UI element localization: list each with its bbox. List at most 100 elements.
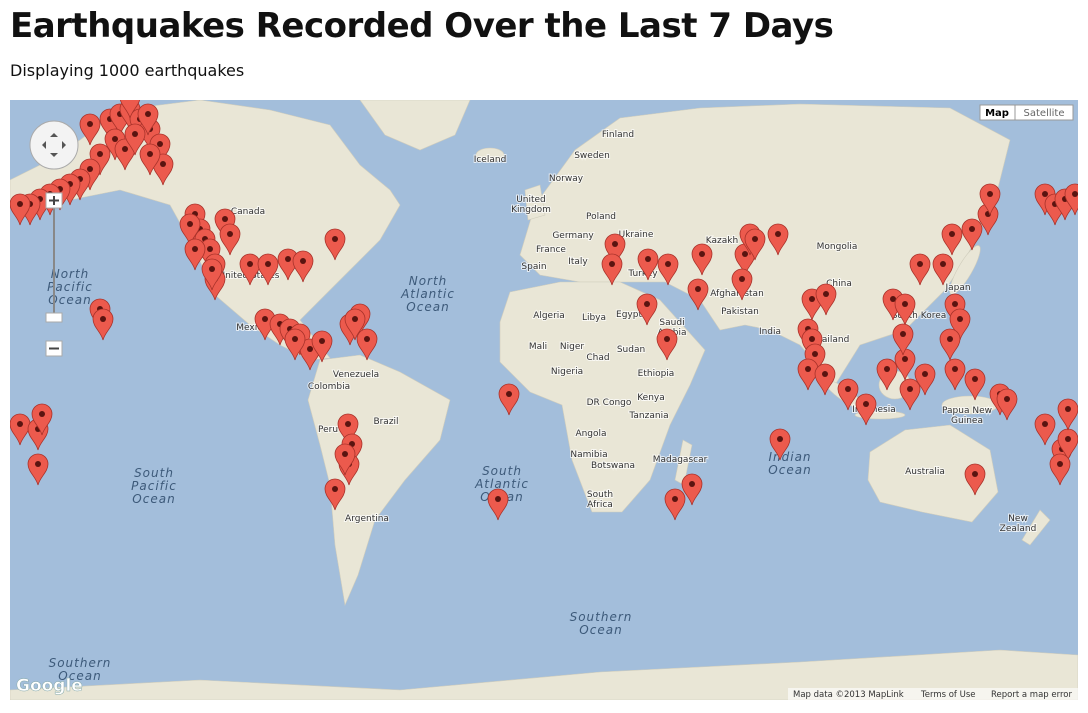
earthquake-marker[interactable] xyxy=(892,323,914,356)
earthquake-marker[interactable] xyxy=(152,153,174,186)
earthquake-marker[interactable] xyxy=(284,328,306,361)
place-label: Algeria xyxy=(533,311,565,321)
map-button-label[interactable]: Map xyxy=(985,108,1009,119)
earthquake-marker[interactable] xyxy=(636,293,658,326)
pan-control[interactable] xyxy=(29,120,79,170)
marker-pin xyxy=(10,193,31,226)
satellite-button[interactable] xyxy=(1014,104,1074,121)
earthquake-marker[interactable] xyxy=(344,308,366,341)
earthquake-marker[interactable] xyxy=(1057,398,1078,431)
marker-dot xyxy=(739,276,745,282)
earthquake-marker[interactable] xyxy=(767,223,789,256)
earthquake-marker[interactable] xyxy=(941,223,963,256)
marker-dot xyxy=(319,338,325,344)
earthquake-marker[interactable] xyxy=(114,138,136,171)
earthquake-marker[interactable] xyxy=(31,403,53,436)
marker-pin xyxy=(184,238,206,271)
google-logo[interactable]: Google xyxy=(16,676,83,697)
ocean-label: Pacific xyxy=(47,280,93,294)
earthquake-marker[interactable] xyxy=(814,363,836,396)
earthquake-marker[interactable] xyxy=(219,223,241,256)
earthquake-marker[interactable] xyxy=(961,218,983,251)
earthquake-marker[interactable] xyxy=(731,268,753,301)
marker-dot xyxy=(612,241,618,247)
earthquake-marker[interactable] xyxy=(601,253,623,286)
earthquake-marker[interactable] xyxy=(10,413,31,446)
uk xyxy=(524,184,546,221)
earthquake-marker[interactable] xyxy=(356,328,378,361)
earthquake-marker[interactable] xyxy=(79,113,101,146)
earthquake-marker[interactable] xyxy=(292,250,314,283)
marker-pin xyxy=(119,100,141,119)
report-link[interactable]: Report a map error xyxy=(991,690,1072,700)
earthquake-marker[interactable] xyxy=(664,488,686,521)
earthquake-marker[interactable] xyxy=(1034,413,1056,446)
marker-pin xyxy=(914,363,936,396)
marker-dot xyxy=(17,421,23,427)
earthquake-marker[interactable] xyxy=(944,293,966,326)
earthquake-marker[interactable] xyxy=(311,330,333,363)
marker-dot xyxy=(122,146,128,152)
terms-link[interactable]: Terms of Use xyxy=(920,690,976,700)
earthquake-marker[interactable] xyxy=(996,388,1018,421)
earthquake-marker[interactable] xyxy=(324,228,346,261)
earthquake-marker[interactable] xyxy=(498,383,520,416)
earthquake-marker[interactable] xyxy=(257,253,279,286)
earthquake-marker[interactable] xyxy=(487,488,509,521)
earthquake-marker[interactable] xyxy=(334,443,356,476)
earthquake-marker[interactable] xyxy=(769,428,791,461)
earthquake-marker[interactable] xyxy=(139,143,161,176)
earthquake-marker[interactable] xyxy=(855,393,877,426)
earthquake-marker[interactable] xyxy=(277,248,299,281)
earthquake-marker[interactable] xyxy=(815,283,837,316)
earthquake-marker[interactable] xyxy=(10,193,31,226)
earthquake-marker[interactable] xyxy=(337,413,359,446)
earthquake-marker[interactable] xyxy=(657,253,679,286)
earthquake-marker[interactable] xyxy=(899,378,921,411)
earthquake-marker[interactable] xyxy=(92,308,114,341)
earthquake-marker[interactable] xyxy=(1064,183,1085,216)
earthquake-marker[interactable] xyxy=(914,363,936,396)
earthquake-marker[interactable] xyxy=(184,238,206,271)
place-label: Zealand xyxy=(1000,524,1037,534)
earthquake-marker[interactable] xyxy=(964,463,986,496)
earthquake-marker[interactable] xyxy=(137,103,159,136)
earthquake-marker[interactable] xyxy=(837,378,859,411)
marker-pin xyxy=(909,253,931,286)
satellite-button-label[interactable]: Satellite xyxy=(1024,108,1065,119)
earthquake-marker[interactable] xyxy=(239,253,261,286)
earthquake-marker[interactable] xyxy=(909,253,931,286)
earthquake-marker[interactable] xyxy=(932,253,954,286)
earthquake-marker[interactable] xyxy=(876,358,898,391)
earthquake-marker[interactable] xyxy=(124,123,146,156)
earthquake-marker[interactable] xyxy=(939,328,961,361)
earthquake-marker[interactable] xyxy=(949,308,971,341)
earthquake-marker[interactable] xyxy=(964,368,986,401)
earthquake-marker[interactable] xyxy=(1049,453,1071,486)
earthquake-marker[interactable] xyxy=(201,258,223,291)
earthquake-marker[interactable] xyxy=(797,358,819,391)
earthquake-marker[interactable] xyxy=(894,293,916,326)
earthquake-marker[interactable] xyxy=(27,453,49,486)
ocean-label: Ocean xyxy=(132,492,175,506)
marker-dot xyxy=(222,216,228,222)
earthquake-marker[interactable] xyxy=(944,358,966,391)
earthquake-marker[interactable] xyxy=(149,133,171,166)
page-title: Earthquakes Recorded Over the Last 7 Day… xyxy=(10,6,834,46)
earthquake-marker[interactable] xyxy=(979,183,1001,216)
earthquake-marker[interactable] xyxy=(656,328,678,361)
earthquake-marker[interactable] xyxy=(637,248,659,281)
earthquake-marker[interactable] xyxy=(604,233,626,266)
marker-pin xyxy=(657,253,679,286)
earthquake-marker[interactable] xyxy=(324,478,346,511)
marker-dot xyxy=(17,201,23,207)
earthquake-marker[interactable] xyxy=(744,228,766,261)
earthquake-marker[interactable] xyxy=(119,87,141,119)
earthquake-marker[interactable] xyxy=(687,278,709,311)
earthquake-marker[interactable] xyxy=(681,473,703,506)
earthquake-marker[interactable] xyxy=(691,243,713,276)
zoom-slider[interactable] xyxy=(45,192,63,357)
earthquake-marker[interactable] xyxy=(179,213,201,246)
marker-pin xyxy=(944,358,966,391)
